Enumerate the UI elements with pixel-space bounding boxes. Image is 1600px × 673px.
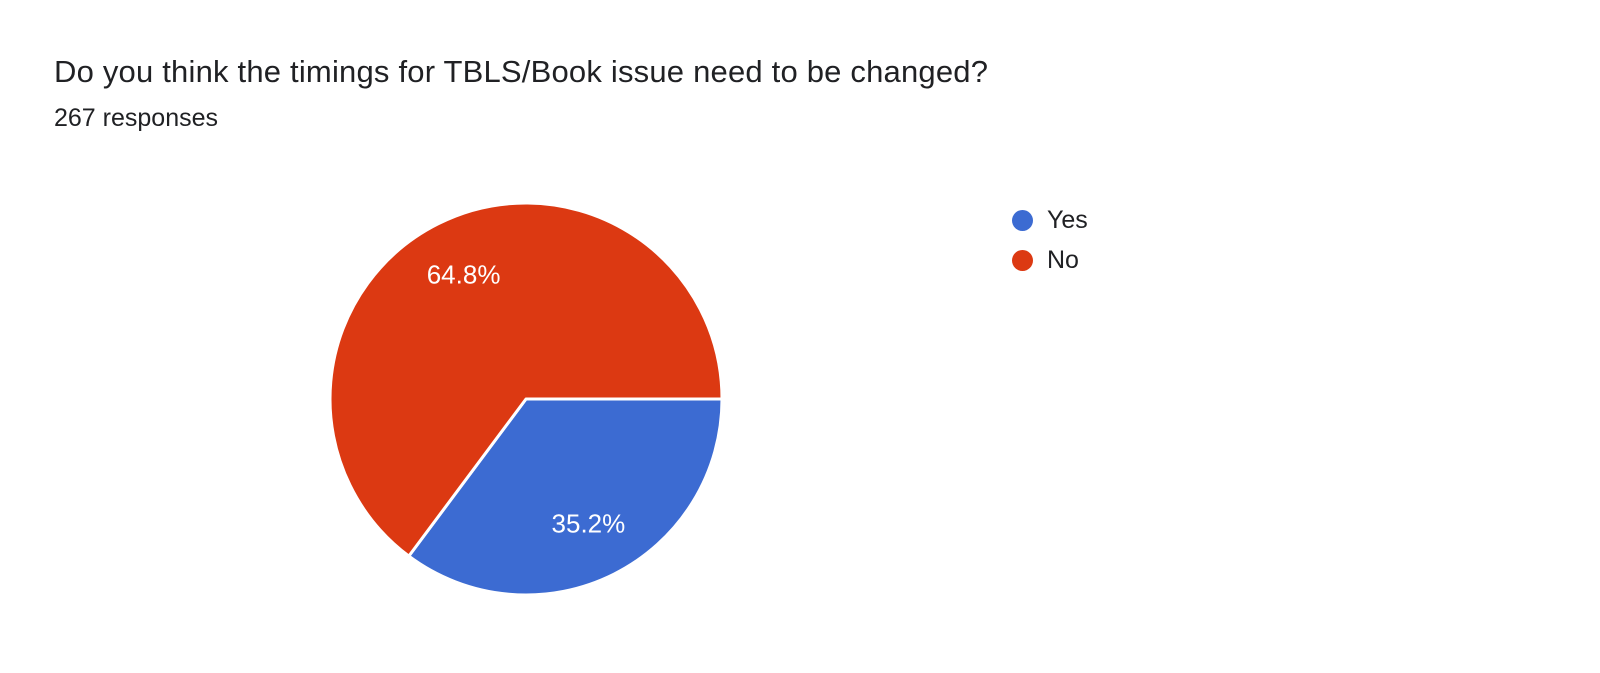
pie-slice-no[interactable] xyxy=(328,201,724,558)
legend-dot-yes-icon xyxy=(1012,209,1033,231)
question-title: Do you think the timings for TBLS/Book i… xyxy=(54,54,989,89)
legend: Yes No xyxy=(1012,200,1088,280)
pie-slice-yes[interactable] xyxy=(407,397,724,597)
slice-label-yes: 35.2% xyxy=(552,508,626,538)
response-count: 267 responses xyxy=(54,104,219,132)
legend-item-yes: Yes xyxy=(1012,200,1088,240)
legend-dot-no-icon xyxy=(1012,249,1033,271)
legend-label-no: No xyxy=(1047,245,1079,274)
slice-label-no: 64.8% xyxy=(427,260,501,290)
legend-item-no: No xyxy=(1012,240,1088,280)
legend-label-yes: Yes xyxy=(1047,205,1088,234)
